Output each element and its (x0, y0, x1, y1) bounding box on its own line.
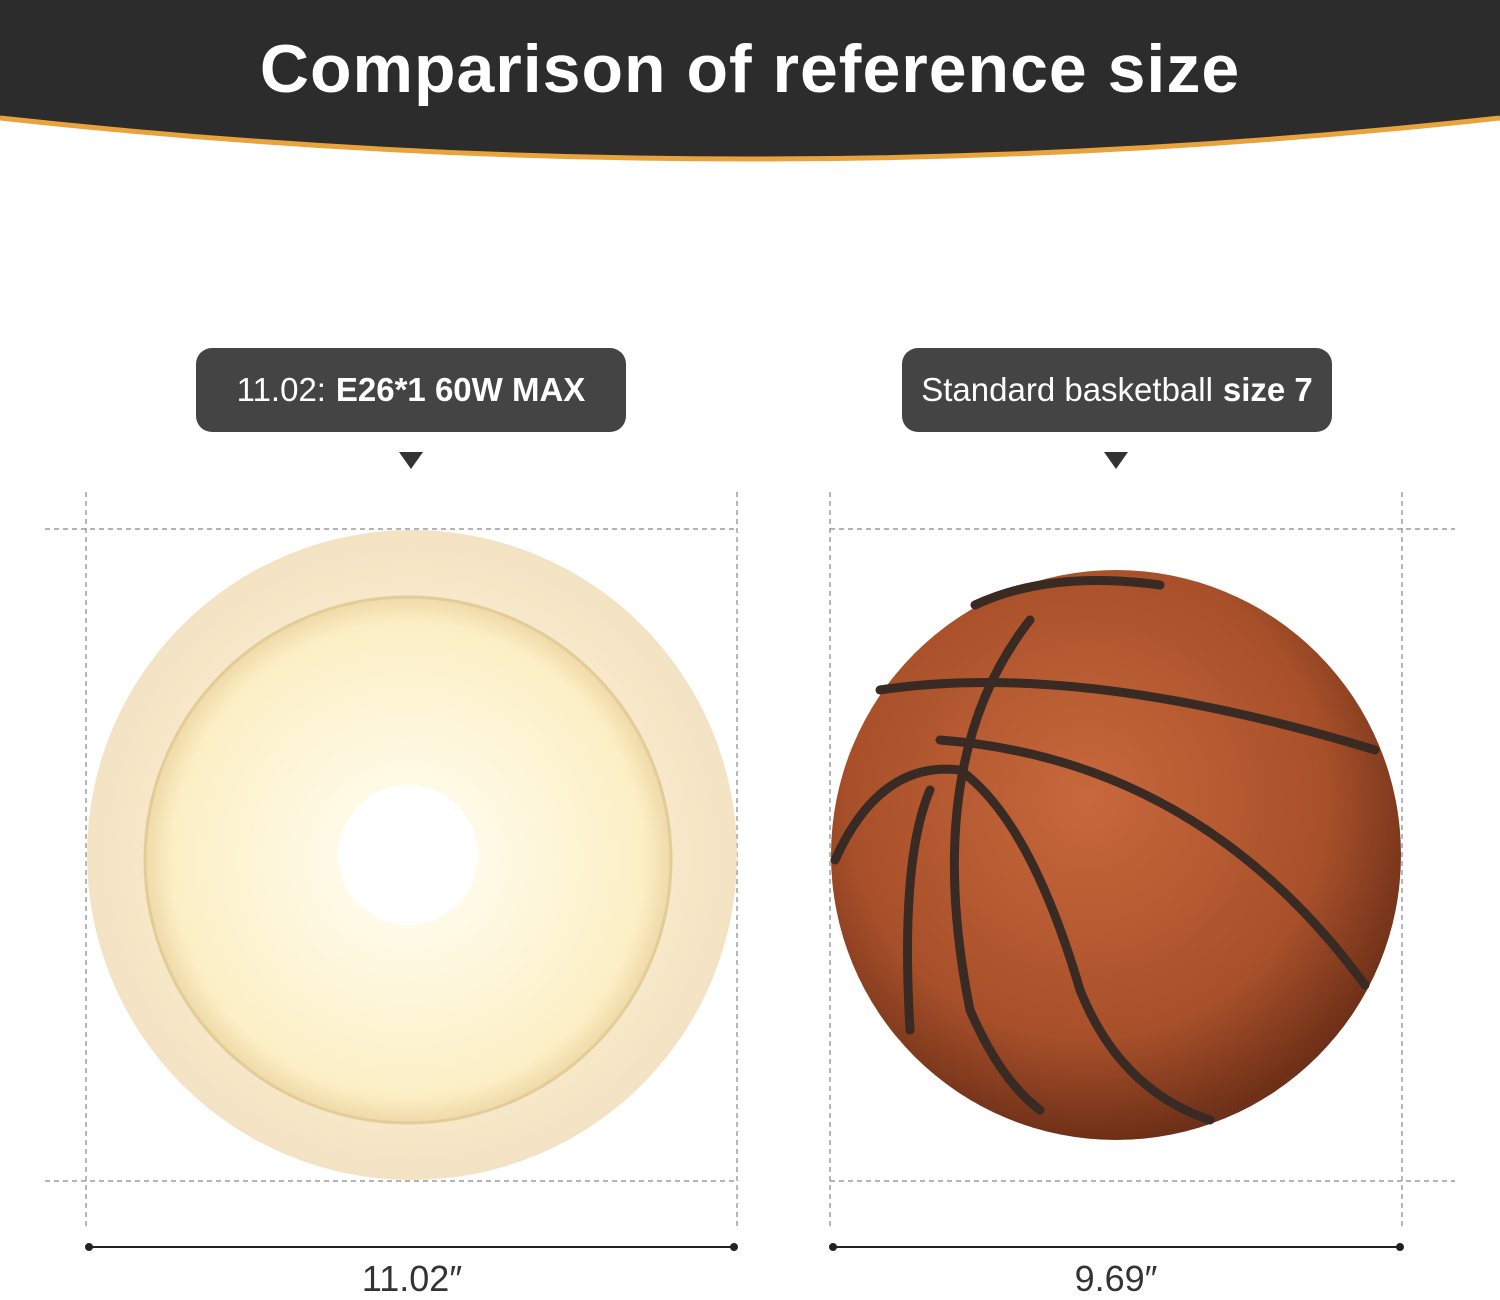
basketball (830, 570, 1401, 1140)
dimension: 9.69″ (1074, 1258, 1158, 1299)
lamp (87, 530, 737, 1180)
label-bold: E26*1 60W MAX (335, 371, 586, 408)
guide-lines (45, 492, 1455, 1228)
dimension: 11.02″ (361, 1258, 463, 1299)
title: Comparison of reference size (259, 31, 1241, 107)
label-prefix: 11.02: (236, 371, 326, 408)
header-band (0, 0, 1500, 159)
label: Standard basketball size 7 (902, 348, 1332, 432)
dimension-lines (85, 1243, 1404, 1251)
header-edge (0, 115, 1500, 162)
label-bold: size 7 (1222, 371, 1313, 408)
label-prefix: Standard basketball (921, 371, 1213, 408)
label: 11.02: E26*1 60W MAX (196, 348, 626, 432)
pointer (399, 452, 423, 469)
pointer (1104, 452, 1128, 469)
